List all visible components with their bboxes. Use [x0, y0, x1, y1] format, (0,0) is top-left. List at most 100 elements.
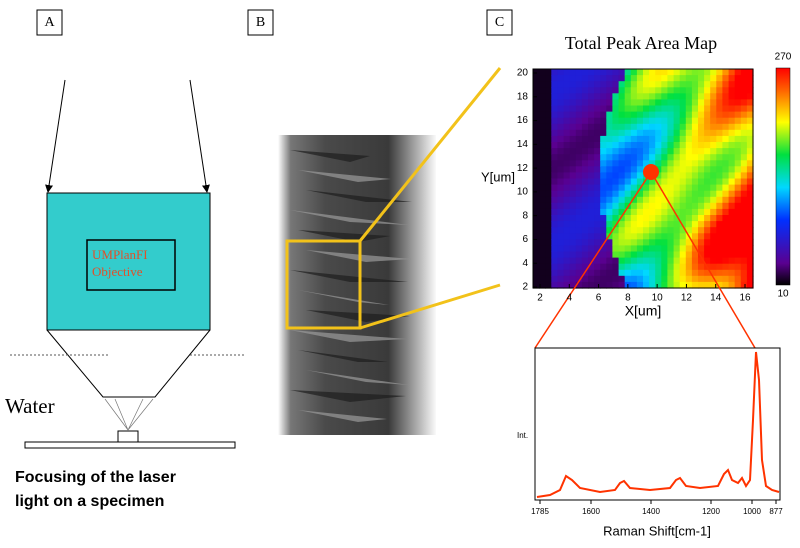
heat-cell	[545, 275, 552, 283]
heat-cell	[630, 111, 638, 119]
heat-cell	[600, 269, 607, 277]
heat-cell	[661, 275, 668, 283]
heat-cell	[581, 184, 589, 192]
heat-cell	[551, 208, 558, 216]
heat-cell	[704, 105, 711, 113]
heat-cell	[636, 239, 644, 246]
spectrum-frame	[534, 347, 781, 501]
heat-cell	[581, 233, 589, 240]
heat-cell	[624, 178, 632, 186]
heat-cell	[636, 148, 644, 155]
sem-image	[278, 135, 436, 435]
map-x-label: X[um]	[625, 303, 662, 319]
heat-cell	[575, 281, 583, 289]
heat-cell	[691, 117, 699, 125]
x-tick-label: 1400	[642, 507, 660, 516]
heat-cell	[716, 148, 723, 155]
heat-cell	[551, 75, 558, 82]
heat-cell	[728, 251, 736, 259]
heat-cell	[691, 154, 699, 161]
heat-cell	[575, 239, 583, 246]
heat-cell	[667, 154, 675, 161]
heat-cell	[746, 196, 754, 204]
heat-cell	[539, 154, 546, 161]
heat-cell	[594, 99, 601, 107]
heat-cell	[563, 239, 571, 246]
heat-cell	[685, 281, 693, 289]
heat-cell	[551, 178, 558, 186]
heat-cell	[679, 166, 687, 173]
heat-cell	[667, 123, 675, 131]
heat-cell	[563, 202, 571, 210]
heat-cell	[606, 215, 613, 222]
heat-cell	[673, 221, 681, 228]
heat-cell	[698, 245, 705, 253]
heat-cell	[624, 81, 632, 88]
heat-cell	[728, 123, 736, 131]
heat-cell	[643, 251, 650, 259]
heat-cell	[649, 142, 656, 149]
heat-cell	[667, 160, 675, 167]
heat-cell	[563, 215, 571, 222]
heat-cell	[624, 227, 632, 234]
heat-cell	[630, 263, 638, 271]
heat-cell	[569, 184, 577, 192]
heat-cell	[643, 93, 650, 100]
caption: light on a specimen	[15, 493, 164, 510]
heat-cell	[667, 75, 675, 82]
objective-label-box	[86, 239, 176, 291]
heat-cell	[600, 263, 607, 271]
heat-cell	[551, 129, 558, 137]
heat-cell	[551, 160, 558, 167]
heat-cell	[636, 99, 644, 107]
heat-cell	[557, 69, 565, 76]
heat-cell	[618, 227, 626, 234]
heat-cell	[655, 87, 662, 94]
heat-cell	[630, 142, 638, 149]
heat-cell	[722, 142, 730, 149]
heat-cell	[551, 184, 558, 192]
heat-cell	[691, 135, 699, 143]
heat-cell	[533, 178, 540, 186]
heat-cell	[551, 135, 558, 143]
heat-cell	[624, 129, 632, 137]
heat-cell	[698, 166, 705, 173]
heat-cell	[679, 251, 687, 259]
heat-cell	[606, 81, 613, 88]
heat-cell	[557, 117, 565, 125]
heat-cell	[698, 184, 705, 192]
heat-cell	[679, 221, 687, 228]
heat-cell	[716, 263, 723, 271]
label-box	[486, 9, 513, 36]
heat-cell	[539, 75, 546, 82]
heat-cell	[600, 154, 607, 161]
heat-cell	[661, 245, 668, 253]
heat-cell	[655, 99, 662, 107]
heat-cell	[698, 190, 705, 198]
heat-cell	[636, 87, 644, 94]
heat-cell	[618, 135, 626, 143]
heat-cell	[691, 190, 699, 198]
heat-cell	[563, 166, 571, 173]
heat-cell	[533, 87, 540, 94]
heat-cell	[594, 81, 601, 88]
heat-cell	[667, 69, 675, 76]
heat-cell	[545, 190, 552, 198]
heat-cell	[722, 135, 730, 143]
heat-cell	[545, 221, 552, 228]
heat-cell	[581, 257, 589, 265]
heat-cell	[710, 221, 717, 228]
heat-cell	[588, 184, 595, 192]
heat-cell	[551, 245, 558, 253]
spectrum-x-label: Raman Shift[cm-1]	[603, 523, 711, 538]
heat-cell	[722, 99, 730, 107]
heat-cell	[691, 99, 699, 107]
heat-cell	[698, 148, 705, 155]
heat-cell	[581, 245, 589, 253]
heat-cell	[661, 142, 668, 149]
heat-cell	[539, 257, 546, 265]
heat-cell	[746, 69, 754, 76]
heat-cell	[563, 245, 571, 253]
heat-cell	[673, 190, 681, 198]
